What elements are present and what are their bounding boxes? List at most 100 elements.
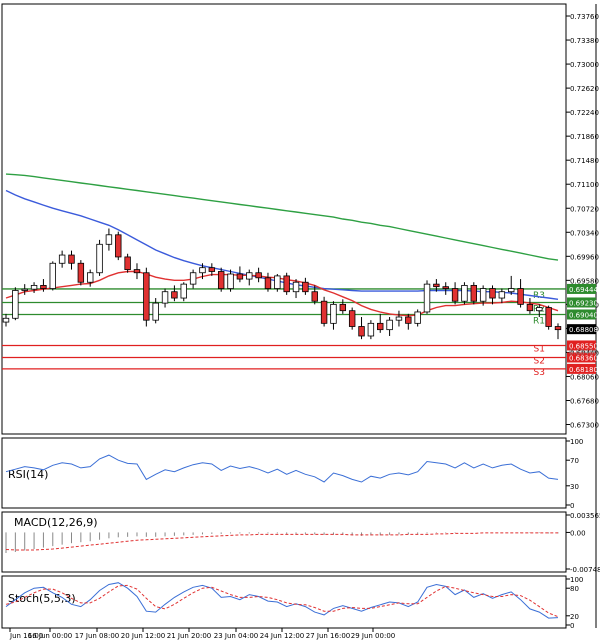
- y-tick-label: 0.73380: [570, 37, 599, 45]
- x-tick-label: 20 Jun 12:00: [121, 632, 165, 640]
- moving-average-line-0: [5, 173, 559, 261]
- level-price-box: [567, 363, 596, 374]
- candle: [358, 317, 365, 340]
- candle-body: [451, 288, 459, 302]
- moving-average-line-2: [5, 270, 559, 317]
- y-tick-label: 0.70340: [570, 229, 599, 237]
- candle: [115, 231, 122, 261]
- candle-body: [498, 291, 506, 299]
- candle: [526, 298, 534, 314]
- x-tick-label: 27 Jun 16:00: [306, 632, 350, 640]
- candle: [255, 267, 262, 283]
- rsi-title: RSI(14): [8, 468, 48, 481]
- candle-body: [386, 319, 393, 331]
- level-name-r1: R1: [533, 316, 545, 326]
- level-name-r3: R3: [533, 291, 545, 301]
- candle: [348, 307, 356, 330]
- candle-body: [461, 284, 468, 302]
- candle-body: [283, 275, 290, 293]
- candle-body: [405, 316, 412, 324]
- candle-body: [49, 262, 56, 289]
- candle: [105, 228, 113, 251]
- candle-body: [143, 272, 150, 321]
- candle-body: [115, 234, 122, 258]
- candle-body: [124, 256, 131, 270]
- rsi-line: [5, 454, 559, 483]
- candle-body: [554, 326, 562, 331]
- x-tick-label: 24 Jun 12:00: [260, 632, 304, 640]
- candle: [508, 275, 515, 295]
- candle: [517, 279, 524, 308]
- candle: [377, 313, 384, 333]
- stoch-y-tick-label: 20: [570, 613, 579, 621]
- candle-body: [161, 291, 169, 304]
- candle-body: [255, 272, 262, 279]
- candle-body: [442, 286, 449, 289]
- candle: [386, 317, 393, 336]
- y-tick-label: 0.71100: [570, 181, 599, 189]
- x-tick-label: 23 Jun 04:00: [214, 632, 258, 640]
- candle-body: [236, 273, 244, 280]
- candle-body: [77, 262, 85, 283]
- candle-body: [171, 291, 178, 299]
- candle: [133, 263, 141, 280]
- stoch-title: Stoch(5,5,3): [8, 592, 76, 605]
- level-price-label: 0.69230: [569, 299, 598, 307]
- candle: [49, 261, 56, 291]
- candle-body: [395, 316, 403, 321]
- candle-body: [479, 288, 487, 302]
- candle: [246, 269, 253, 286]
- candle-body: [536, 307, 543, 312]
- candle: [21, 284, 28, 295]
- candle: [283, 272, 290, 295]
- candle: [189, 269, 197, 289]
- candle: [423, 280, 431, 314]
- rsi-y-tick-label: 30: [570, 483, 579, 491]
- rsi-y-tick-label: 70: [570, 457, 579, 465]
- candle: [395, 310, 403, 327]
- level-name-s2: S2: [534, 356, 545, 366]
- candle: [152, 298, 159, 324]
- candle-body: [348, 310, 356, 327]
- candle: [77, 260, 85, 286]
- candle-body: [12, 290, 19, 319]
- candle: [339, 299, 347, 314]
- candle: [274, 274, 281, 292]
- x-tick-label: 29 Jun 00:00: [351, 632, 395, 640]
- candle-body: [320, 300, 328, 324]
- candle: [414, 309, 421, 327]
- candle-body: [96, 243, 103, 274]
- candle-body: [489, 288, 496, 299]
- hidden-price-label: 0.68460: [569, 348, 598, 356]
- candle: [236, 266, 244, 283]
- rsi-y-tick-label: 100: [570, 438, 583, 446]
- candle: [96, 239, 103, 276]
- candle: [2, 313, 10, 327]
- candle: [433, 279, 440, 292]
- level-name-s3: S3: [534, 368, 545, 378]
- candle-body: [264, 277, 272, 289]
- candle-body: [152, 302, 159, 321]
- candle: [171, 285, 178, 302]
- x-tick-label: 16 Jun 00:00: [28, 632, 72, 640]
- level-price-box: [567, 340, 596, 351]
- level-name-s1: S1: [534, 344, 545, 354]
- candle-body: [358, 326, 365, 337]
- macd-title: MACD(12,26,9): [14, 516, 98, 529]
- candle: [264, 272, 272, 292]
- macd-y-tick-label: 0.00: [570, 529, 586, 537]
- candle-body: [58, 254, 66, 264]
- macd-signal-line: [5, 532, 558, 551]
- stoch-y-tick-label: 100: [570, 576, 583, 584]
- candle-body: [208, 267, 216, 272]
- x-tick-label: Jun 16:00: [9, 632, 43, 640]
- y-tick-label: 0.73000: [570, 61, 599, 69]
- macd-y-tick-label: 0.003565: [570, 512, 600, 520]
- current-price-box: [567, 324, 596, 335]
- level-price-box: [567, 352, 596, 363]
- y-tick-label: 0.69580: [570, 277, 599, 285]
- candle: [311, 285, 318, 305]
- candle: [86, 269, 94, 287]
- candle-body: [86, 272, 94, 283]
